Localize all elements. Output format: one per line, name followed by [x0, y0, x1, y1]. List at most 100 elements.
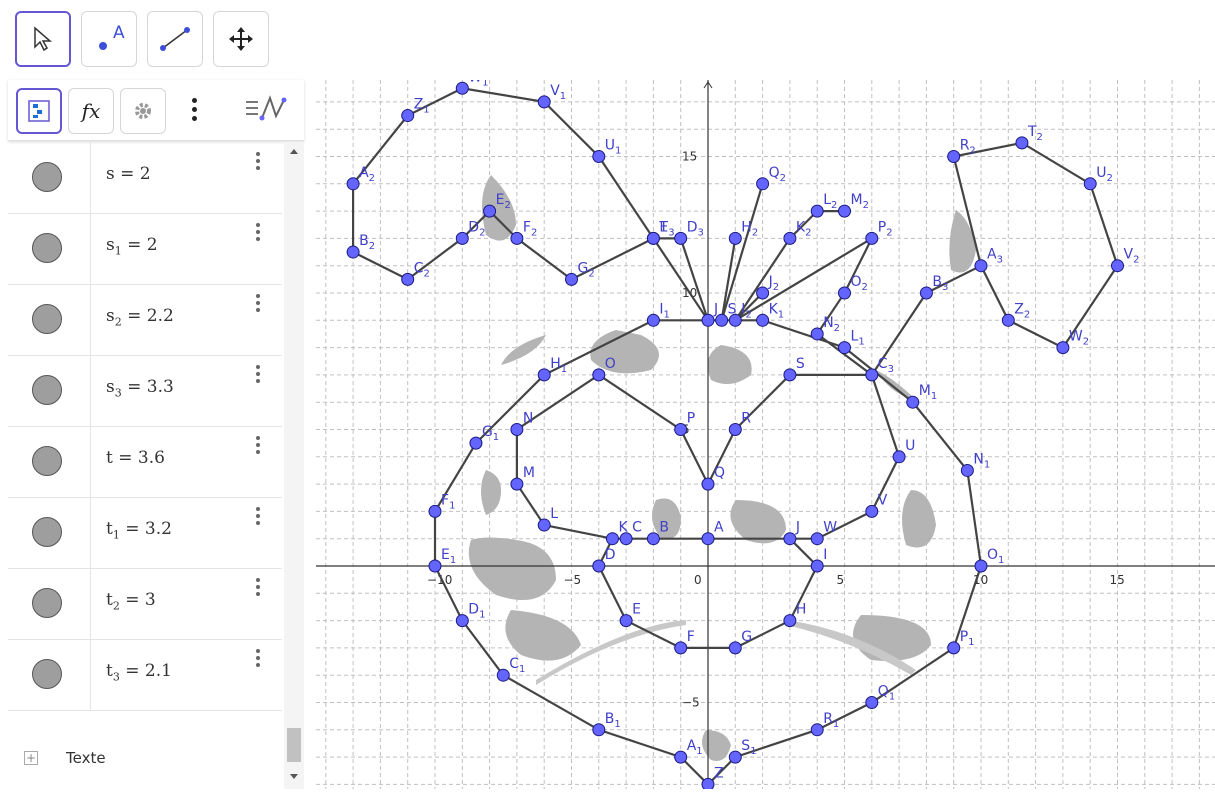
point-C2[interactable]	[401, 272, 415, 286]
point-P1[interactable]	[947, 641, 961, 655]
graph-canvas[interactable]: −10−505101515105−5 ABCKDEFGHIJWVUSRQPONM…	[316, 69, 1215, 791]
scrollbar-thumb[interactable]	[287, 728, 301, 762]
segment-line[interactable]	[816, 333, 873, 376]
point-E2[interactable]	[483, 204, 497, 218]
point-I1[interactable]	[646, 313, 660, 327]
input-label[interactable]: Texte	[66, 749, 106, 767]
point-B2[interactable]	[346, 245, 360, 259]
segment-line[interactable]	[734, 237, 791, 321]
segment-line[interactable]	[543, 523, 613, 540]
point-J[interactable]	[783, 532, 797, 546]
point-F2[interactable]	[510, 231, 524, 245]
scroll-up-icon[interactable]	[284, 142, 304, 162]
point-U1[interactable]	[592, 150, 606, 163]
point-A1[interactable]	[674, 750, 688, 764]
point-O1[interactable]	[974, 559, 988, 573]
row-menu-icon[interactable]	[256, 152, 262, 173]
point-S[interactable]	[783, 368, 797, 382]
point-T2[interactable]	[1015, 136, 1029, 150]
scrollbar[interactable]	[284, 142, 304, 789]
point-Z[interactable]	[701, 777, 715, 791]
visibility-toggle[interactable]	[32, 446, 62, 476]
point-C3[interactable]	[865, 368, 879, 382]
settings-button[interactable]	[120, 88, 166, 134]
algebra-row-s2[interactable]: s2 = 2.2	[8, 284, 282, 356]
point-E3[interactable]	[646, 231, 660, 245]
point-Z2[interactable]	[1001, 313, 1015, 327]
visibility-toggle[interactable]	[32, 588, 62, 618]
segment-line[interactable]	[515, 373, 901, 540]
point-H[interactable]	[783, 614, 797, 628]
point-E[interactable]	[619, 614, 633, 628]
segment-line[interactable]	[351, 87, 710, 321]
point-B[interactable]	[646, 532, 660, 546]
visibility-toggle[interactable]	[32, 659, 62, 689]
point-H2[interactable]	[728, 231, 742, 245]
point-C[interactable]	[619, 532, 633, 546]
point-G[interactable]	[728, 641, 742, 655]
point-M[interactable]	[510, 477, 524, 491]
point-R[interactable]	[728, 423, 742, 436]
point-D1[interactable]	[455, 614, 469, 628]
point-N2[interactable]	[810, 327, 824, 341]
point-N[interactable]	[510, 423, 524, 436]
visibility-toggle[interactable]	[32, 304, 62, 334]
point-K2[interactable]	[783, 231, 797, 245]
point-J2[interactable]	[756, 286, 770, 300]
point-H1[interactable]	[537, 368, 551, 382]
point-U2[interactable]	[1083, 177, 1097, 191]
point-G2[interactable]	[565, 272, 578, 286]
point-K1[interactable]	[756, 313, 770, 327]
row-menu-icon[interactable]	[256, 649, 262, 670]
visibility-toggle[interactable]	[32, 233, 62, 263]
point-P2[interactable]	[865, 231, 879, 245]
point-W[interactable]	[810, 532, 824, 546]
point-A2[interactable]	[346, 177, 360, 191]
algebra-row-t2[interactable]: t2 = 3	[8, 568, 282, 640]
point-W1[interactable]	[455, 81, 469, 95]
point-V2[interactable]	[1111, 259, 1124, 273]
function-button[interactable]: fx	[68, 88, 114, 134]
scroll-down-icon[interactable]	[284, 766, 304, 786]
point-A3[interactable]	[974, 259, 988, 273]
plus-icon[interactable]: +	[24, 751, 38, 765]
point-G1[interactable]	[469, 436, 483, 450]
point-M2[interactable]	[838, 204, 851, 218]
algebra-input-row[interactable]: + Texte	[8, 719, 282, 789]
point-C1[interactable]	[496, 668, 510, 682]
algebra-row-t3[interactable]: t3 = 2.1	[8, 639, 282, 711]
more-menu-icon[interactable]	[192, 98, 198, 121]
point-tool-button[interactable]: A	[81, 11, 137, 67]
point-B3[interactable]	[919, 286, 933, 300]
point-D2[interactable]	[455, 231, 469, 245]
segment-line[interactable]	[720, 238, 737, 321]
visibility-toggle[interactable]	[32, 375, 62, 405]
description-mode-button[interactable]	[244, 94, 288, 128]
point-N1[interactable]	[960, 463, 974, 477]
segment-line[interactable]	[870, 141, 1119, 376]
point-L1[interactable]	[838, 341, 851, 355]
points[interactable]: A B CKD E F G H I J W V U S R Q P O N M L I1 H1 G1 F1 E1 D1 C1 B1 A1…	[346, 69, 1139, 791]
point-L[interactable]	[537, 518, 551, 532]
algebra-row-s[interactable]: s = 2	[8, 142, 282, 214]
point-R2[interactable]	[947, 150, 961, 163]
segment-line[interactable]	[720, 183, 764, 321]
point-E1[interactable]	[428, 559, 442, 573]
segment-tool-button[interactable]	[147, 11, 203, 67]
point-Q[interactable]	[701, 477, 715, 491]
point-J[interactable]	[701, 313, 715, 327]
row-menu-icon[interactable]	[256, 507, 262, 528]
point-M1[interactable]	[906, 395, 920, 409]
point-V[interactable]	[865, 504, 879, 518]
point-B1[interactable]	[592, 723, 606, 737]
point-D[interactable]	[592, 559, 606, 573]
row-menu-icon[interactable]	[256, 294, 262, 315]
row-menu-icon[interactable]	[256, 436, 262, 457]
point-Q1[interactable]	[865, 696, 879, 709]
point-I2[interactable]	[728, 313, 742, 327]
point-K[interactable]	[605, 532, 619, 546]
move-graphics-tool-button[interactable]	[213, 11, 269, 67]
point-Z1[interactable]	[401, 109, 415, 123]
algebra-row-s3[interactable]: s3 = 3.3	[8, 355, 282, 427]
point-P[interactable]	[674, 423, 688, 436]
